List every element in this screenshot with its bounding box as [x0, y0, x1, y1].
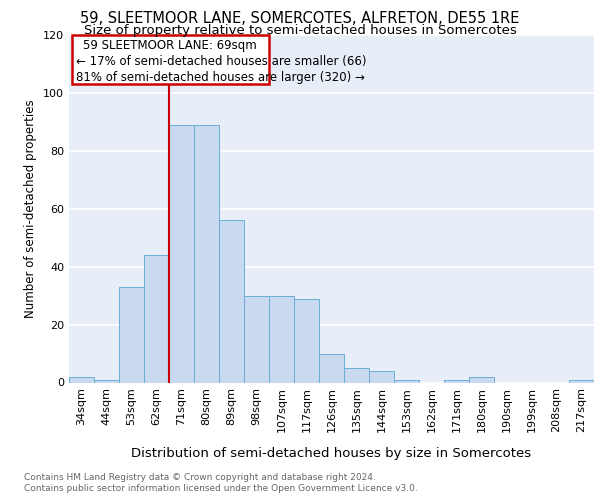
- Y-axis label: Number of semi-detached properties: Number of semi-detached properties: [25, 100, 37, 318]
- Bar: [269, 296, 294, 382]
- Bar: [69, 376, 94, 382]
- FancyBboxPatch shape: [71, 35, 269, 84]
- Text: Size of property relative to semi-detached houses in Somercotes: Size of property relative to semi-detach…: [83, 24, 517, 37]
- Text: ← 17% of semi-detached houses are smaller (66): ← 17% of semi-detached houses are smalle…: [77, 56, 367, 68]
- Text: Distribution of semi-detached houses by size in Somercotes: Distribution of semi-detached houses by …: [131, 448, 532, 460]
- Text: Contains public sector information licensed under the Open Government Licence v3: Contains public sector information licen…: [24, 484, 418, 493]
- Text: 59 SLEETMOOR LANE: 69sqm: 59 SLEETMOOR LANE: 69sqm: [83, 40, 257, 52]
- Bar: [444, 380, 469, 382]
- Bar: [119, 287, 144, 382]
- Bar: [394, 380, 419, 382]
- Bar: [219, 220, 244, 382]
- Bar: [144, 255, 169, 382]
- Bar: [319, 354, 344, 382]
- Text: 81% of semi-detached houses are larger (320) →: 81% of semi-detached houses are larger (…: [77, 71, 365, 84]
- Bar: [344, 368, 369, 382]
- Bar: [369, 371, 394, 382]
- Bar: [244, 296, 269, 382]
- Bar: [569, 380, 594, 382]
- Bar: [169, 125, 194, 382]
- Bar: [469, 376, 494, 382]
- Text: Contains HM Land Registry data © Crown copyright and database right 2024.: Contains HM Land Registry data © Crown c…: [24, 472, 376, 482]
- Text: 59, SLEETMOOR LANE, SOMERCOTES, ALFRETON, DE55 1RE: 59, SLEETMOOR LANE, SOMERCOTES, ALFRETON…: [80, 11, 520, 26]
- Bar: [94, 380, 119, 382]
- Bar: [294, 298, 319, 382]
- Bar: [194, 125, 219, 382]
